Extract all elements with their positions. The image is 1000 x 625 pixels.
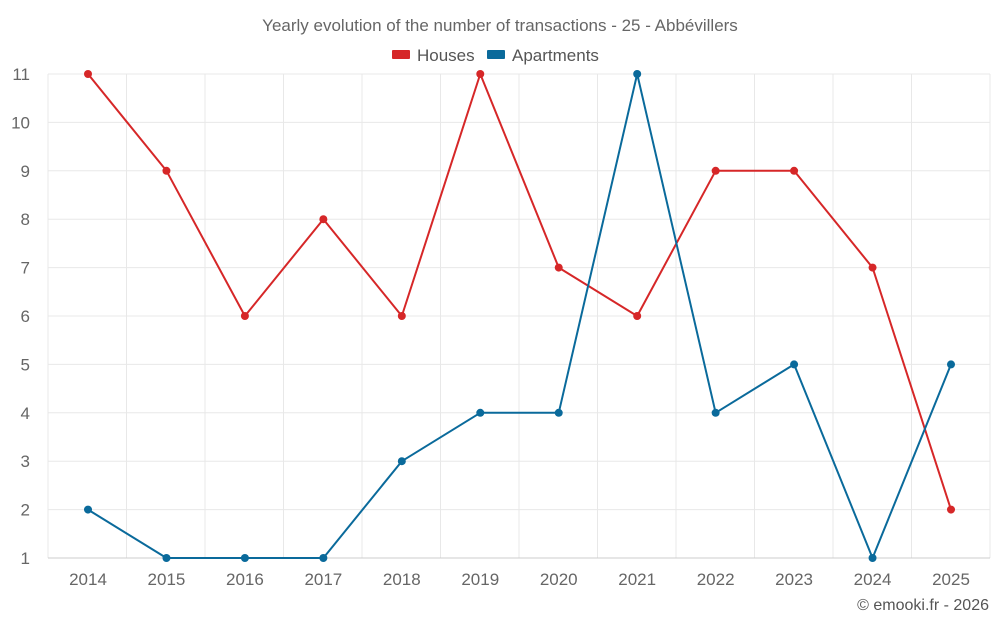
data-point-houses[interactable] (868, 263, 877, 272)
data-point-apartments[interactable] (162, 554, 171, 562)
x-tick-label: 2016 (226, 570, 264, 589)
y-tick-label: 9 (21, 162, 30, 181)
legend-swatch-houses[interactable] (392, 50, 410, 59)
data-point-apartments[interactable] (554, 408, 563, 417)
data-point-apartments[interactable] (868, 554, 877, 562)
data-point-houses[interactable] (319, 215, 328, 224)
y-tick-label: 8 (21, 210, 30, 229)
series-line-houses (87, 73, 952, 510)
data-point-apartments[interactable] (240, 554, 249, 562)
legend-label-apartments[interactable]: Apartments (512, 46, 599, 65)
x-tick-label: 2024 (854, 570, 892, 589)
x-tick-label: 2025 (932, 570, 970, 589)
data-point-houses[interactable] (947, 505, 955, 514)
y-axis: 1 2 3 4 5 6 7 8 9 10 11 (11, 65, 30, 568)
legend-label-houses[interactable]: Houses (417, 46, 475, 65)
data-point-apartments[interactable] (476, 408, 485, 417)
y-tick-label: 7 (21, 259, 30, 278)
x-tick-label: 2014 (69, 570, 107, 589)
x-tick-label: 2018 (383, 570, 421, 589)
x-tick-label: 2021 (618, 570, 656, 589)
data-point-houses[interactable] (162, 166, 171, 175)
grid (47, 73, 991, 559)
chart-title: Yearly evolution of the number of transa… (262, 16, 738, 35)
series-line-apartments (87, 73, 952, 559)
data-point-houses[interactable] (633, 312, 642, 320)
data-point-apartments[interactable] (711, 408, 720, 417)
data-point-apartments[interactable] (790, 360, 799, 369)
data-point-houses[interactable] (84, 70, 92, 78)
x-tick-label: 2022 (697, 570, 735, 589)
data-point-houses[interactable] (240, 312, 249, 320)
x-tick-label: 2017 (304, 570, 342, 589)
y-tick-label: 10 (11, 113, 30, 132)
series-group (84, 70, 955, 562)
data-point-apartments[interactable] (397, 457, 406, 466)
y-tick-label: 3 (21, 452, 30, 471)
legend-swatch-apartments[interactable] (487, 50, 505, 59)
y-tick-label: 5 (21, 355, 30, 374)
data-point-apartments[interactable] (633, 70, 642, 78)
y-tick-label: 6 (21, 307, 30, 326)
data-point-apartments[interactable] (947, 360, 955, 369)
data-point-houses[interactable] (711, 166, 720, 175)
y-tick-label: 4 (21, 404, 30, 423)
y-tick-label: 2 (21, 501, 30, 520)
data-point-apartments[interactable] (319, 554, 328, 562)
y-tick-label: 11 (12, 65, 30, 84)
y-tick-label: 1 (21, 549, 30, 568)
data-point-houses[interactable] (397, 312, 406, 320)
data-point-apartments[interactable] (84, 505, 92, 514)
data-point-houses[interactable] (476, 70, 485, 78)
x-tick-label: 2019 (461, 570, 499, 589)
x-tick-label: 2015 (148, 570, 186, 589)
x-tick-label: 2020 (540, 570, 578, 589)
footer-credit: © emooki.fr - 2026 (857, 597, 989, 614)
legend[interactable]: Houses Apartments (392, 46, 599, 65)
data-point-houses[interactable] (790, 166, 799, 175)
data-point-houses[interactable] (554, 263, 563, 272)
x-tick-label: 2023 (775, 570, 813, 589)
x-axis: 2014 2015 2016 2017 2018 2019 2020 2021 2022 2023… (69, 570, 970, 589)
